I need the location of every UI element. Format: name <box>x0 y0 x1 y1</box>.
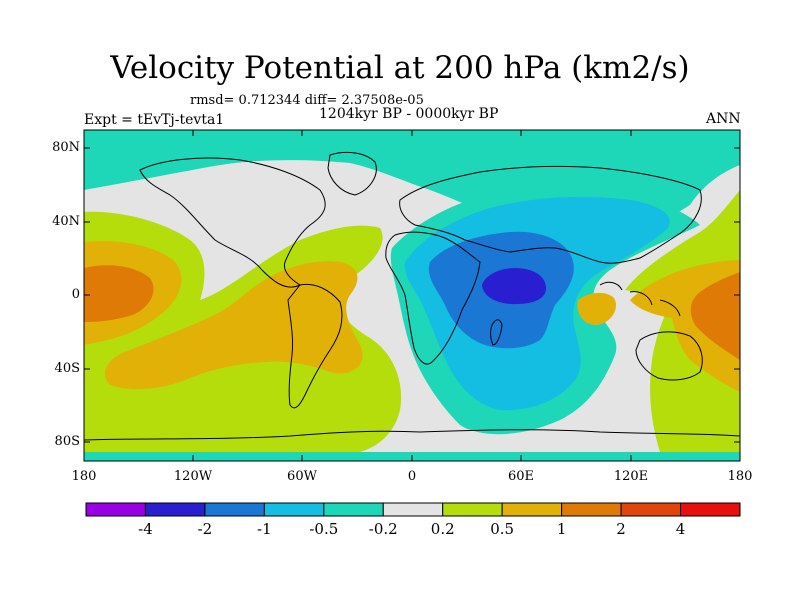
colorbar-swatch <box>323 502 384 517</box>
period-text: 1204kyr BP - 0000kyr BP <box>319 106 499 122</box>
colorbar-level-label: 1 <box>556 520 567 538</box>
north-america-coast <box>139 157 326 288</box>
lat-label: 40S <box>54 361 80 376</box>
colorbar-level-label: 2 <box>616 520 626 538</box>
lon-label: 120E <box>613 469 649 484</box>
colorbar-swatch <box>501 502 563 517</box>
eurasia-coast <box>399 165 702 264</box>
colorbar-swatch <box>561 502 622 517</box>
colorbar-swatch <box>680 502 741 517</box>
colorbar-swatch <box>263 502 325 517</box>
lon-label: 180 <box>71 469 97 484</box>
colorbar-swatch <box>442 502 503 517</box>
lon-label: 60W <box>287 469 317 484</box>
east-dark-orange-region <box>690 272 740 360</box>
colorbar-swatch <box>204 502 265 517</box>
lat-label: 0 <box>71 287 80 302</box>
greenland-coast <box>327 151 377 196</box>
colorbar-level-label: 0.2 <box>430 520 455 538</box>
experiment-label: Expt = tEvTj-tevta1 <box>84 112 225 128</box>
colorbar-swatch <box>382 502 444 517</box>
colorbar-level-label: 0.5 <box>490 520 515 538</box>
colorbar-swatch <box>620 502 682 517</box>
colorbar <box>85 502 741 517</box>
lon-label: 180 <box>727 469 753 484</box>
lat-label: 80S <box>54 434 80 449</box>
colorbar-level-label: -0.5 <box>309 520 339 538</box>
axis-ticks <box>84 130 740 461</box>
lon-label: 120W <box>173 469 213 484</box>
south-america-coast <box>287 283 343 409</box>
indian-dark-blue-core <box>482 268 547 305</box>
lon-label: 60E <box>507 469 535 484</box>
stats-text: rmsd= 0.712344 diff= 2.37508e-05 <box>190 93 424 108</box>
colorbar-level-label: -4 <box>138 520 153 538</box>
colorbar-swatch <box>144 502 206 517</box>
colorbar-level-label: -2 <box>197 520 213 538</box>
plot-title: Velocity Potential at 200 hPa (km2/s) <box>110 50 690 86</box>
lat-label: 40N <box>52 214 80 229</box>
lat-label: 80N <box>52 140 80 155</box>
coastline-layer <box>84 151 740 441</box>
australia-coast <box>635 331 703 381</box>
africa-coast <box>385 231 481 365</box>
madagascar-coast <box>490 319 503 346</box>
colorbar-level-label: -1 <box>257 520 272 538</box>
season-label: ANN <box>706 111 741 127</box>
south-america-orange <box>105 261 363 390</box>
maritime-continent-coast <box>599 281 681 317</box>
colorbar-level-label: 4 <box>675 520 686 538</box>
indian-orange-patch <box>577 292 617 326</box>
contour-fill-layer <box>84 130 740 461</box>
colorbar-level-label: -0.2 <box>368 520 398 538</box>
lon-label: 0 <box>407 469 417 484</box>
colorbar-swatch <box>85 502 146 517</box>
west-dark-orange-region <box>84 265 154 322</box>
antarctica-coast <box>84 429 740 441</box>
